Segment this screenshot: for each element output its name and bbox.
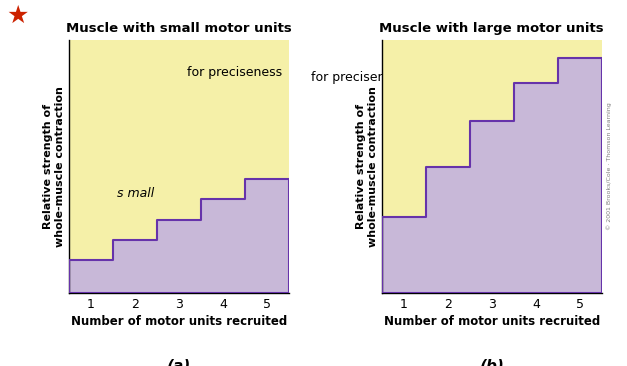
Text: (b): (b)	[480, 358, 504, 366]
X-axis label: Number of motor units recruited: Number of motor units recruited	[384, 315, 600, 328]
Y-axis label: Relative strength of
whole-muscle contraction: Relative strength of whole-muscle contra…	[356, 86, 377, 247]
Text: s mall: s mall	[117, 187, 155, 200]
Text: for preciseness: for preciseness	[311, 71, 406, 83]
Polygon shape	[382, 58, 602, 293]
X-axis label: Number of motor units recruited: Number of motor units recruited	[71, 315, 287, 328]
Text: ★: ★	[6, 4, 29, 28]
Title: Muscle with large motor units: Muscle with large motor units	[379, 22, 604, 35]
Title: Muscle with small motor units: Muscle with small motor units	[66, 22, 292, 35]
Text: for preciseness: for preciseness	[187, 66, 282, 79]
Y-axis label: Relative strength of
whole-muscle contraction: Relative strength of whole-muscle contra…	[43, 86, 65, 247]
Text: © 2001 Brooks/Cole · Thomson Learning: © 2001 Brooks/Cole · Thomson Learning	[606, 102, 612, 231]
Text: (a): (a)	[167, 358, 191, 366]
Polygon shape	[69, 179, 289, 293]
